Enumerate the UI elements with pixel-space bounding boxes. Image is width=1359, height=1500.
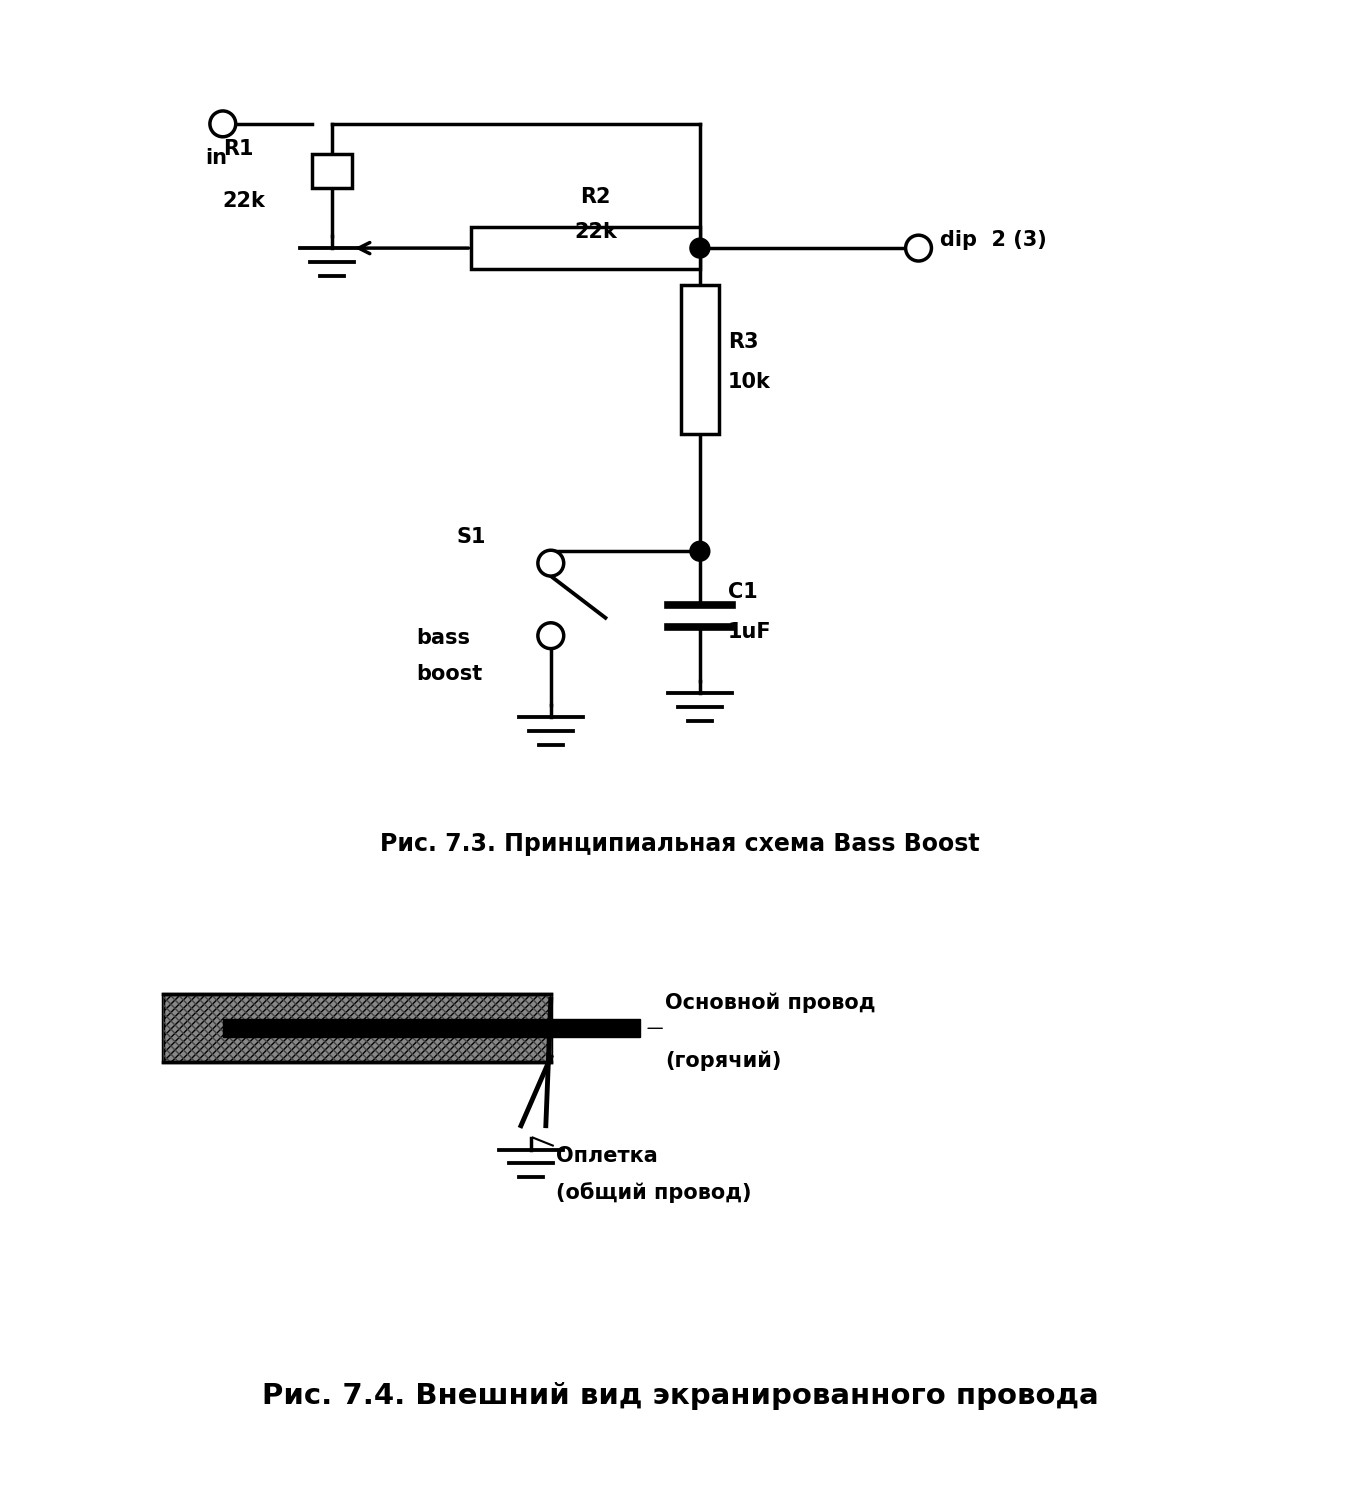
Text: 10k: 10k — [727, 372, 771, 392]
Circle shape — [538, 550, 564, 576]
Text: C1: C1 — [727, 582, 757, 602]
Circle shape — [690, 542, 709, 561]
Text: R1: R1 — [223, 140, 253, 159]
Bar — [472, 226, 700, 268]
Bar — [681, 285, 719, 435]
Bar — [313, 153, 352, 189]
Text: in: in — [205, 147, 227, 168]
Circle shape — [538, 622, 564, 648]
Text: Основной провод: Основной провод — [665, 993, 875, 1014]
Text: 1uF: 1uF — [727, 621, 772, 642]
Text: Рис. 7.4. Внешний вид экранированного провода: Рис. 7.4. Внешний вид экранированного пр… — [262, 1382, 1098, 1410]
Text: Оплетка: Оплетка — [556, 1146, 658, 1166]
Text: Рис. 7.3. Принципиальная схема Bass Boost: Рис. 7.3. Принципиальная схема Bass Boos… — [381, 833, 980, 856]
Circle shape — [209, 111, 235, 136]
Bar — [163, 994, 550, 1062]
Text: 22k: 22k — [223, 190, 266, 211]
Text: dip  2 (3): dip 2 (3) — [940, 230, 1048, 251]
Text: S1: S1 — [457, 528, 487, 548]
Circle shape — [905, 236, 931, 261]
Text: boost: boost — [417, 664, 482, 684]
Text: R3: R3 — [727, 332, 758, 352]
Text: 22k: 22k — [573, 222, 617, 242]
Bar — [223, 1020, 640, 1036]
Circle shape — [690, 238, 709, 258]
Text: (горячий): (горячий) — [665, 1050, 781, 1071]
Text: bass: bass — [417, 627, 470, 648]
Text: (общий провод): (общий провод) — [556, 1182, 752, 1203]
Bar — [163, 994, 550, 1062]
Text: R2: R2 — [580, 188, 610, 207]
